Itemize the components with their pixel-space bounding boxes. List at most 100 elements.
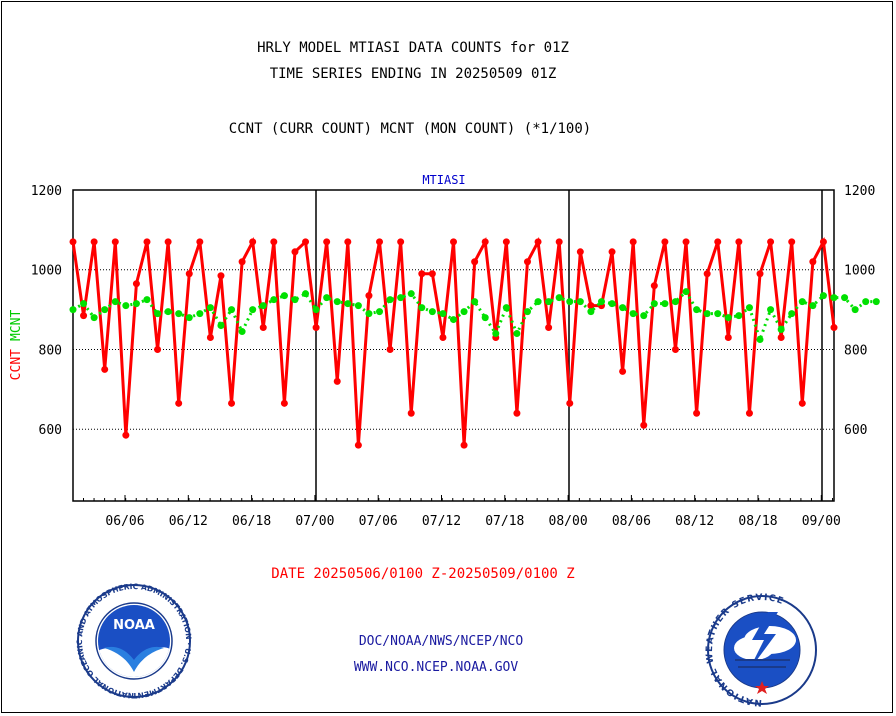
data-point-mcnt: [481, 314, 489, 322]
data-point-mcnt: [386, 296, 394, 304]
data-point-ccnt: [122, 431, 130, 439]
data-point-ccnt: [608, 248, 616, 256]
data-point-ccnt: [545, 324, 553, 332]
data-point-mcnt: [545, 298, 553, 306]
data-point-ccnt: [576, 248, 584, 256]
data-point-mcnt: [249, 306, 257, 314]
data-point-ccnt: [460, 441, 468, 449]
data-point-mcnt: [164, 308, 172, 316]
x-tick-label: 08/12: [675, 514, 714, 529]
data-point-ccnt: [682, 238, 690, 246]
data-point-mcnt: [851, 306, 859, 314]
data-point-ccnt: [745, 409, 753, 417]
data-point-mcnt: [376, 308, 384, 316]
data-point-ccnt: [132, 280, 140, 288]
data-point-ccnt: [217, 272, 225, 280]
data-point-mcnt: [69, 306, 77, 314]
data-point-ccnt: [376, 238, 384, 246]
data-point-mcnt: [471, 298, 479, 306]
data-point-mcnt: [841, 294, 849, 302]
data-point-ccnt: [323, 238, 331, 246]
x-tick-label: 07/18: [485, 514, 524, 529]
data-point-ccnt: [513, 409, 521, 417]
x-tick-label: 07/06: [359, 514, 398, 529]
data-point-ccnt: [185, 270, 193, 278]
data-point-ccnt: [164, 238, 172, 246]
x-tick-label: 08/00: [549, 514, 588, 529]
data-point-mcnt: [101, 306, 109, 314]
y-tick-label-right: 600: [844, 423, 867, 438]
data-point-ccnt: [206, 334, 214, 342]
y-tick-label-right: 800: [844, 343, 867, 358]
data-point-mcnt: [587, 308, 595, 316]
x-tick-label: 08/06: [612, 514, 651, 529]
data-point-ccnt: [280, 399, 288, 407]
data-point-mcnt: [280, 292, 288, 300]
data-point-ccnt: [640, 421, 648, 429]
data-point-ccnt: [270, 238, 278, 246]
data-point-ccnt: [228, 399, 236, 407]
data-point-mcnt: [228, 306, 236, 314]
data-point-mcnt: [597, 298, 605, 306]
gridlines: [73, 190, 834, 501]
data-point-ccnt: [450, 238, 457, 246]
data-point-ccnt: [534, 238, 542, 246]
data-point-ccnt: [523, 258, 531, 266]
data-point-ccnt: [830, 324, 838, 332]
data-point-mcnt: [682, 288, 690, 296]
data-point-mcnt: [206, 304, 214, 312]
data-point-ccnt: [735, 238, 743, 246]
data-point-mcnt: [238, 328, 246, 336]
data-point-ccnt: [703, 270, 711, 278]
data-point-mcnt: [460, 308, 468, 316]
data-point-ccnt: [143, 238, 151, 246]
data-point-ccnt: [418, 270, 426, 278]
data-point-mcnt: [450, 316, 457, 324]
x-tick-label: 08/18: [738, 514, 777, 529]
date-range: DATE 20250506/0100 Z-20250509/0100 Z: [271, 566, 574, 582]
data-point-ccnt: [650, 282, 658, 290]
x-tick-label: 07/12: [422, 514, 461, 529]
data-point-mcnt: [111, 298, 119, 306]
data-point-mcnt: [872, 298, 880, 306]
data-point-mcnt: [333, 298, 341, 306]
data-point-ccnt: [587, 302, 595, 310]
data-point-mcnt: [534, 298, 542, 306]
noaa-logo-text: NOAA: [113, 618, 155, 633]
data-point-mcnt: [566, 298, 574, 306]
data-point-ccnt: [365, 292, 373, 300]
data-point-ccnt: [175, 399, 183, 407]
y-tick-labels: 600 600 800 800 1000 1000 1200 1200: [31, 184, 876, 438]
nws-logo: NATIONAL WEATHER SERVICE: [705, 593, 817, 707]
data-point-mcnt: [650, 300, 658, 308]
data-point-mcnt: [809, 302, 817, 310]
data-point-ccnt: [354, 441, 362, 449]
data-point-mcnt: [523, 308, 531, 316]
data-point-ccnt: [555, 238, 563, 246]
header-subtitle: TIME SERIES ENDING IN 20250509 01Z: [270, 66, 557, 82]
data-point-ccnt: [809, 258, 817, 266]
data-point-ccnt: [777, 334, 785, 342]
data-point-mcnt: [122, 302, 130, 310]
data-point-ccnt: [798, 399, 806, 407]
website-link[interactable]: WWW.NCO.NCEP.NOAA.GOV: [354, 660, 519, 675]
data-point-mcnt: [714, 310, 722, 318]
data-point-mcnt: [354, 302, 362, 310]
y-tick-label-right: 1000: [844, 264, 875, 279]
data-point-mcnt: [830, 294, 838, 302]
data-point-ccnt: [80, 312, 88, 320]
data-point-ccnt: [693, 409, 701, 417]
data-point-mcnt: [608, 300, 616, 308]
data-point-mcnt: [428, 308, 436, 316]
data-point-ccnt: [238, 258, 246, 266]
data-point-mcnt: [397, 294, 405, 302]
y-tick-label-right: 1200: [844, 184, 875, 199]
y-tick-label-left: 1200: [31, 184, 62, 199]
data-point-ccnt: [407, 409, 415, 417]
data-point-mcnt: [270, 296, 278, 304]
data-point-ccnt: [101, 365, 109, 373]
data-point-mcnt: [492, 330, 500, 338]
data-point-mcnt: [745, 304, 753, 312]
x-tick-label: 06/18: [232, 514, 271, 529]
